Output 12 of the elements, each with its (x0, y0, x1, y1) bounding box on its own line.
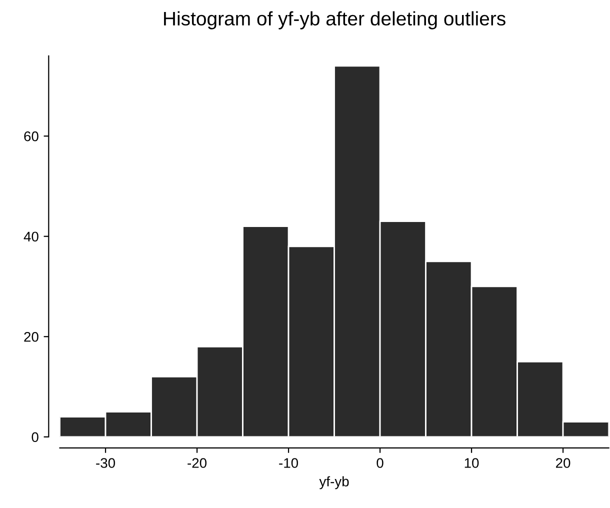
x-axis-title: yf-yb (319, 476, 349, 490)
x-tick-label: 10 (464, 458, 479, 468)
y-tick-label: 20 (24, 332, 38, 342)
x-tick-label: 20 (556, 458, 570, 468)
x-tick-label: -30 (96, 458, 116, 468)
x-tick-label: 0 (376, 458, 384, 468)
y-tick-label: 0 (32, 432, 38, 442)
x-tick-label: -10 (279, 458, 298, 468)
x-tick-label: -20 (188, 458, 207, 468)
chart-title: Histogram of yf-yb after deleting outliers (164, 11, 506, 30)
y-tick-label: 60 (24, 131, 38, 142)
y-tick-label: 40 (24, 232, 38, 242)
